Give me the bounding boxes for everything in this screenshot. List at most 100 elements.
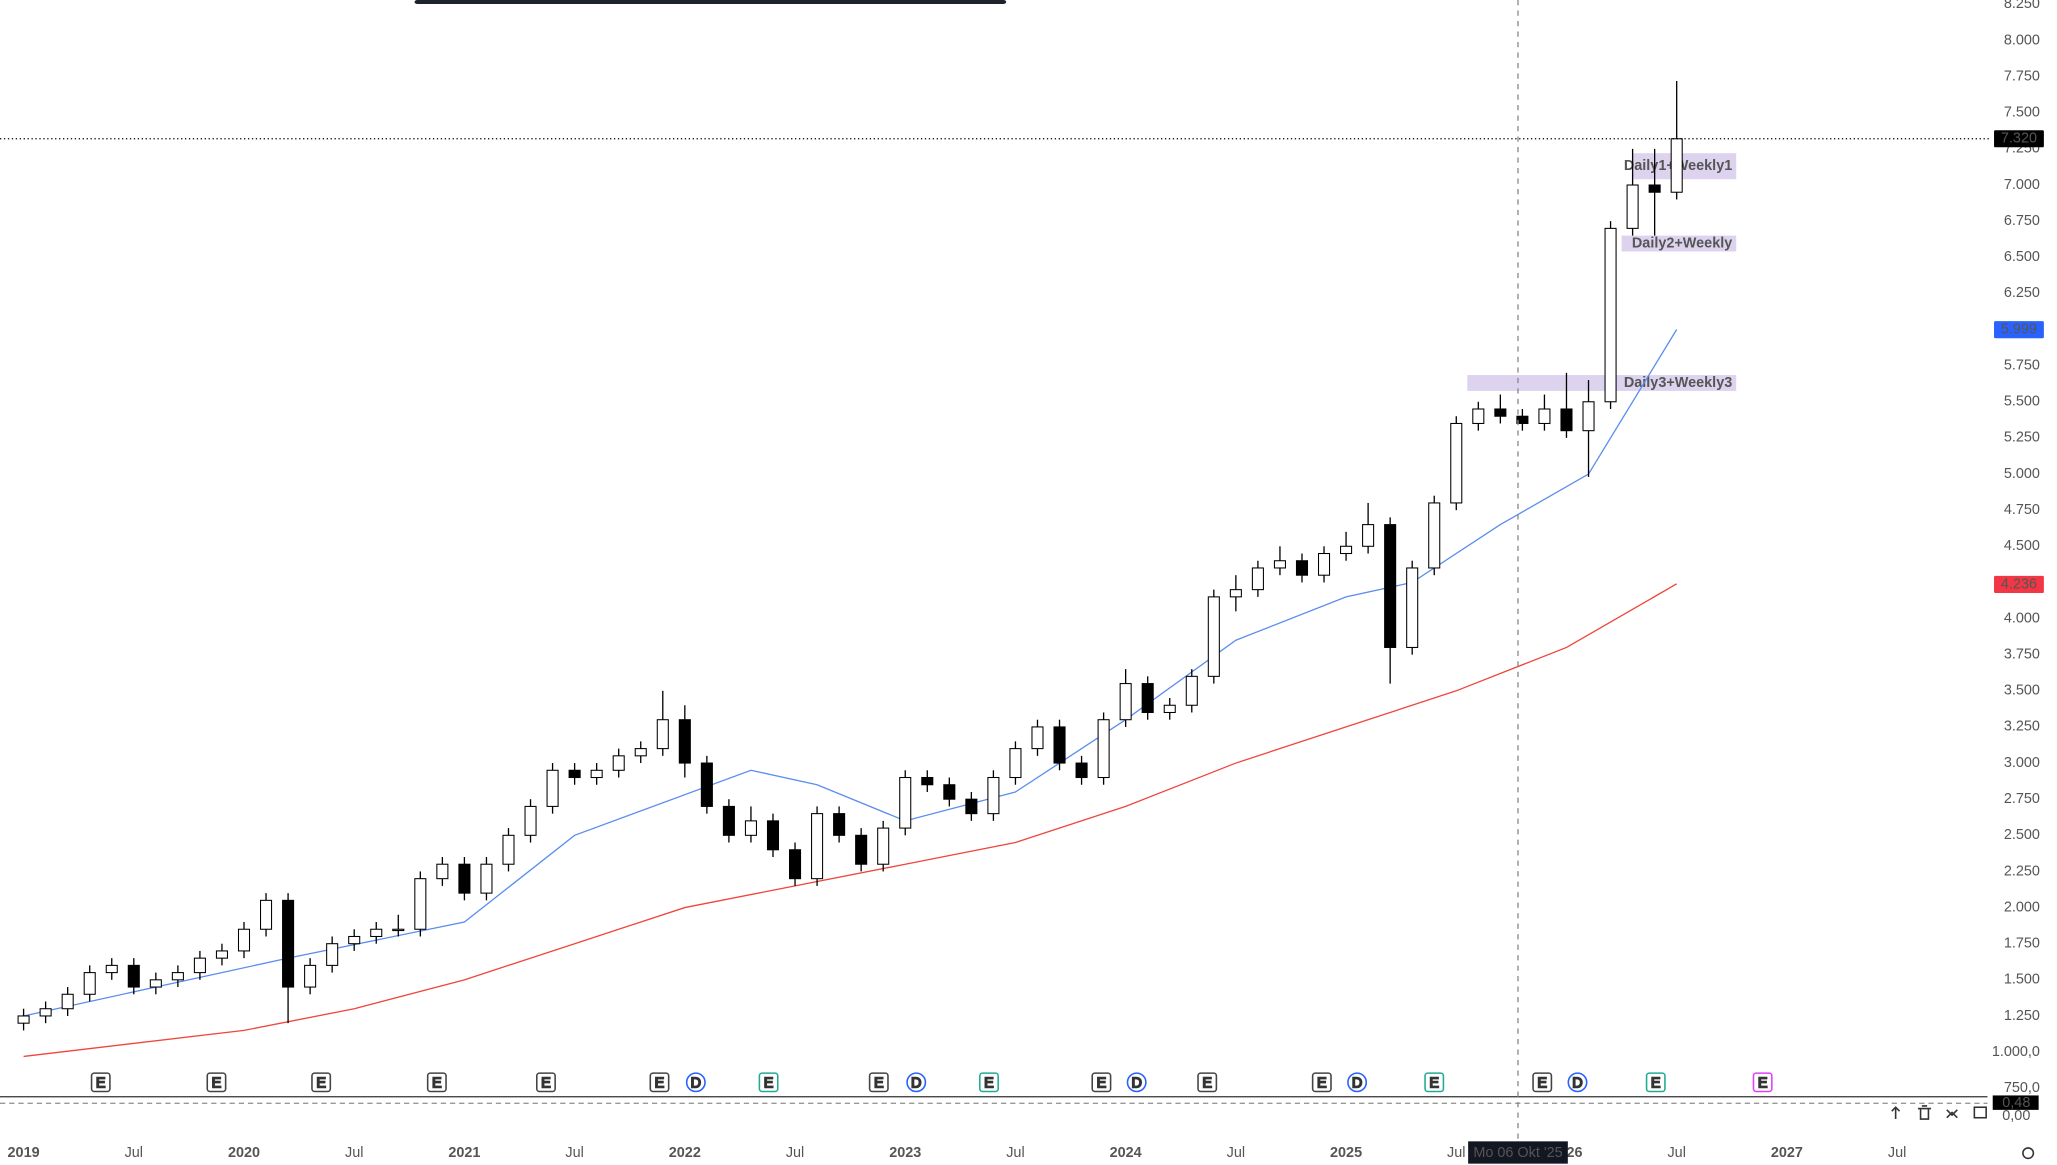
x-tick-label: Jul <box>1667 1145 1685 1161</box>
x-tick-label: 2027 <box>1771 1145 1803 1161</box>
crosshair-label-box <box>1468 1141 1568 1164</box>
x-tick-label: Jul <box>1227 1145 1245 1161</box>
price-label-box <box>1994 575 2044 593</box>
candle-body <box>744 820 757 836</box>
candle-body <box>237 928 251 952</box>
x-tick-label: Jul <box>786 1145 804 1161</box>
event-label: E <box>984 1075 994 1091</box>
event-label: D <box>691 1075 701 1091</box>
candle-body <box>83 972 96 995</box>
candle-body <box>987 776 1000 815</box>
price-label-box <box>1994 321 2044 339</box>
candle-body <box>1251 567 1264 591</box>
candle-body <box>502 834 515 865</box>
lower-label-box <box>1992 1095 2039 1110</box>
lower-panel-label: 0,48 <box>2002 1095 2030 1111</box>
event-marker <box>979 1072 999 1093</box>
candle-body <box>480 863 493 894</box>
candle-body <box>1340 545 1353 555</box>
candle-body <box>833 813 846 836</box>
up-icon[interactable] <box>1891 1106 1901 1120</box>
candle-body <box>1207 596 1220 677</box>
candle-body <box>590 769 603 779</box>
y-tick-label: 3.250 <box>2004 719 2040 735</box>
candle-body <box>1119 683 1132 721</box>
y-tick-label: 7.750 <box>2004 68 2040 84</box>
candle-body <box>722 805 735 836</box>
candle-body <box>877 827 890 865</box>
candle-body <box>788 849 802 880</box>
price-label: 7.320 <box>2001 131 2037 147</box>
zone <box>1621 235 1737 252</box>
delete-icon[interactable] <box>1917 1105 1932 1120</box>
event-label: E <box>96 1075 106 1091</box>
candle-body <box>1428 502 1441 569</box>
candle-body <box>326 943 339 966</box>
x-tick-label: 2022 <box>669 1145 701 1161</box>
y-tick-label: 5.250 <box>2004 430 2040 446</box>
y-tick-label: 5.750 <box>2004 357 2040 373</box>
candle-body <box>215 950 228 959</box>
y-tick-label: 6.750 <box>2004 213 2040 229</box>
zone-label: Daily2+Weekly <box>1632 235 1732 251</box>
candle-body <box>1273 560 1286 569</box>
event-marker <box>1126 1072 1147 1093</box>
lower-panel-label: 0,00 <box>2002 1108 2030 1124</box>
event-marker <box>311 1072 332 1093</box>
candle-body <box>546 769 559 807</box>
y-tick-label: 7.000 <box>2004 177 2040 193</box>
event-marker <box>1347 1072 1368 1093</box>
y-tick-label: 5.000 <box>2004 466 2040 482</box>
y-tick-label: 8.250 <box>2004 0 2040 12</box>
candle-body <box>1229 589 1242 598</box>
event-label: E <box>1317 1075 1327 1091</box>
x-tick-label: Jul <box>345 1145 363 1161</box>
candle-body <box>634 748 647 757</box>
candle-body <box>1538 408 1551 424</box>
moving-average <box>23 583 1678 1058</box>
event-marker <box>535 1072 556 1093</box>
event-label: E <box>655 1075 665 1091</box>
candle-body <box>61 993 74 1010</box>
event-label: E <box>316 1075 326 1091</box>
candle-body <box>1582 401 1595 432</box>
y-tick-label: 2.500 <box>2004 827 2040 843</box>
event-marker <box>1645 1072 1666 1093</box>
candle-body <box>1362 524 1375 547</box>
maximize-icon[interactable] <box>1973 1106 1987 1119</box>
event-label: E <box>1429 1075 1439 1091</box>
candle-body <box>1648 184 1661 193</box>
y-tick-label: 750,0 <box>2004 1080 2040 1096</box>
candle-body <box>524 805 537 836</box>
y-tick-label: 6.250 <box>2004 285 2040 301</box>
y-tick-label: 3.500 <box>2004 683 2040 699</box>
event-marker <box>906 1072 927 1093</box>
candle-body <box>1185 675 1198 706</box>
candle-body <box>1406 567 1419 648</box>
x-tick-label: 2023 <box>889 1145 921 1161</box>
candle-body <box>193 957 206 974</box>
moving-average <box>23 329 1678 1017</box>
event-marker <box>426 1072 447 1093</box>
y-tick-label: 4.750 <box>2004 502 2040 518</box>
candle-body <box>1009 748 1022 779</box>
x-tick-label: 2021 <box>448 1145 480 1161</box>
event-label: D <box>911 1075 921 1091</box>
collapse-icon[interactable] <box>1946 1109 1958 1119</box>
candle-body <box>1075 762 1088 779</box>
candle-body <box>1053 726 1066 764</box>
y-tick-label: 1.000,0 <box>1992 1044 2040 1060</box>
candle-body <box>39 1008 52 1017</box>
y-tick-label: 8.000 <box>2004 32 2040 48</box>
x-tick-label: 2019 <box>8 1145 40 1161</box>
event-marker <box>868 1072 889 1093</box>
settings-icon[interactable] <box>2022 1147 2035 1160</box>
event-label: E <box>764 1075 774 1091</box>
event-marker <box>1091 1072 1112 1093</box>
event-label: E <box>432 1075 442 1091</box>
event-marker <box>1197 1072 1218 1093</box>
event-label: E <box>1758 1075 1768 1091</box>
candle-body <box>149 979 162 988</box>
zone-label: Daily3+Weekly3 <box>1624 375 1732 391</box>
